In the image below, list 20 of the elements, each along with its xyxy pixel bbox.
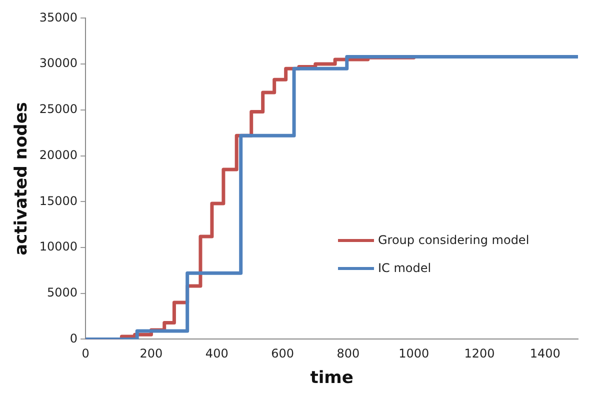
x-tick-label: 1000 xyxy=(398,346,430,361)
x-tick-label: 1400 xyxy=(530,346,560,361)
x-axis-title: time xyxy=(310,368,354,388)
y-tick-label: 25000 xyxy=(39,102,78,116)
y-tick-label: 20000 xyxy=(39,148,78,162)
y-tick-label: 35000 xyxy=(39,10,78,24)
x-tick-label: 200 xyxy=(140,346,163,361)
x-tick-label: 1200 xyxy=(464,346,495,361)
legend-label: IC model xyxy=(378,261,432,275)
y-tick-label: 30000 xyxy=(39,56,78,70)
x-tick-label: 0 xyxy=(82,346,90,361)
y-tick-label: 10000 xyxy=(39,240,78,254)
y-tick-label: 15000 xyxy=(39,194,78,208)
y-axis-title: activated nodes xyxy=(12,102,32,256)
x-tick-label: 600 xyxy=(271,346,294,361)
y-tick-label: 5000 xyxy=(47,285,78,300)
y-tick-label: 0 xyxy=(70,331,78,346)
x-tick-label: 800 xyxy=(336,346,360,361)
x-tick-label: 400 xyxy=(205,346,228,361)
legend-label: Group considering model xyxy=(378,233,530,247)
